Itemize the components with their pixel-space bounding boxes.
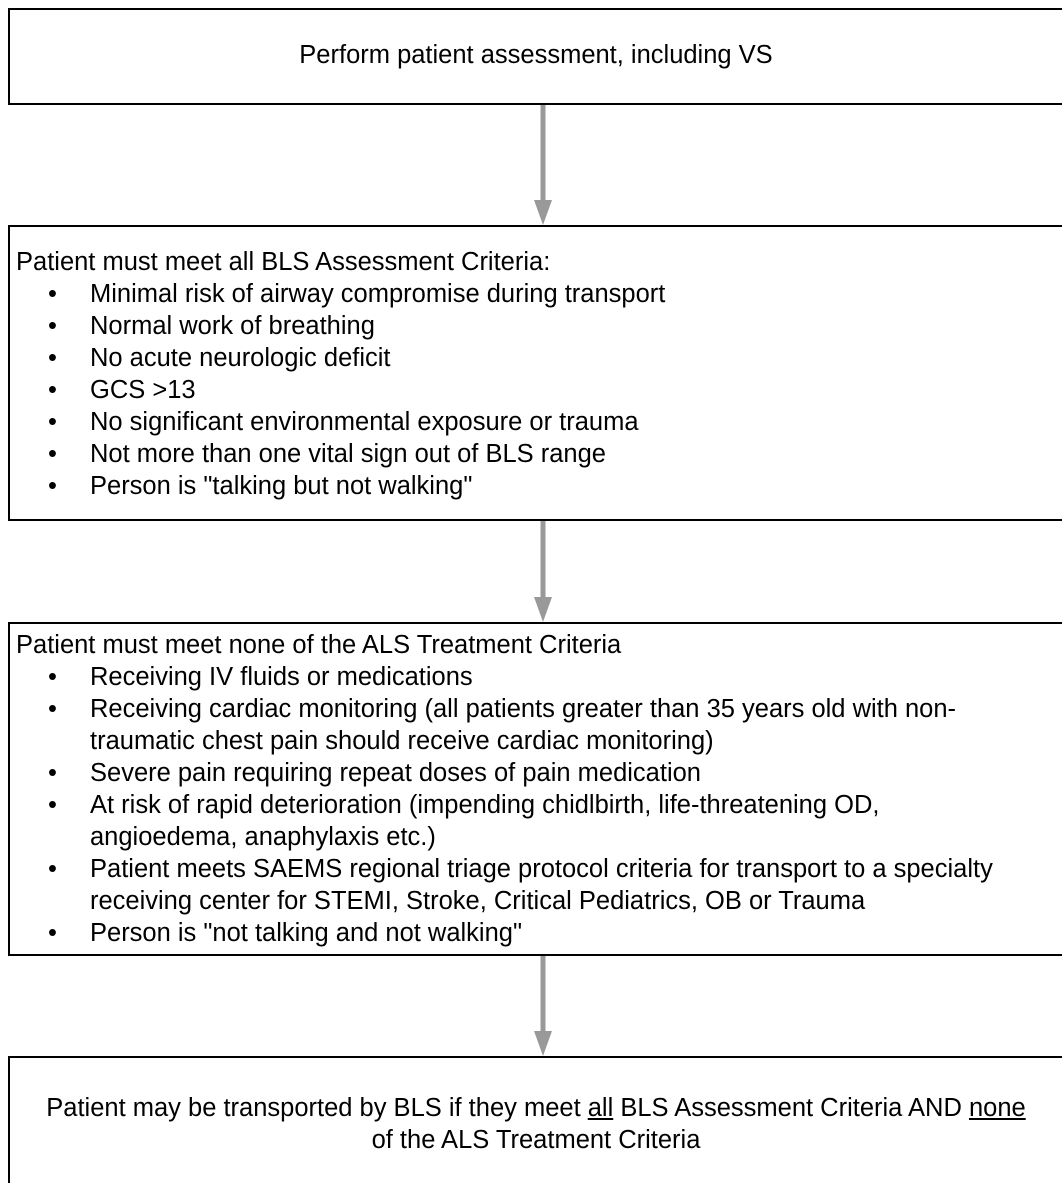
assessment-box: Perform patient assessment, including VS (8, 8, 1062, 105)
bullet: • (48, 919, 57, 947)
bls-criteria-item: • Person is "talking but not walking" (48, 472, 473, 500)
bullet: • (48, 855, 57, 883)
bls-criteria-item: • GCS >13 (48, 376, 196, 404)
bullet: • (48, 344, 57, 372)
bullet: • (48, 791, 57, 819)
bls-criteria-item: • No significant environmental exposure o… (48, 408, 639, 436)
bls-criteria-list: • Minimal risk of airway compromise durin… (10, 278, 990, 502)
bls-criteria-title: Patient must meet all BLS Assessment Cri… (16, 248, 551, 276)
bls-criteria-item: • Normal work of breathing (48, 312, 375, 340)
als-criteria-box: Patient must meet none of the ALS Treatm… (8, 622, 1062, 956)
emphasis-all: all (587, 1094, 614, 1122)
emphasis-none: none (968, 1094, 1026, 1122)
assessment-text: Perform patient assessment, including VS (299, 41, 773, 69)
als-criteria-item: • At risk of rapid deterioration (impendi… (48, 791, 880, 851)
transport-decision-box: Patient may be transported by BLS if the… (8, 1056, 1062, 1183)
bullet: • (48, 376, 57, 404)
als-criteria-item: • Severe pain requiring repeat doses of p… (48, 759, 701, 787)
bullet: • (48, 408, 57, 436)
als-criteria-item: • Receiving IV fluids or medications (48, 663, 473, 691)
bls-criteria-item: • Minimal risk of airway compromise durin… (48, 280, 666, 308)
bullet: • (48, 280, 57, 308)
transport-decision-text: Patient may be transported by BLS if the… (46, 1094, 1026, 1154)
als-criteria-title: Patient must meet none of the ALS Treatm… (16, 631, 622, 659)
bls-criteria-item: • No acute neurologic deficit (48, 344, 391, 372)
bls-criteria-box: Patient must meet all BLS Assessment Cri… (8, 225, 1062, 521)
bullet: • (48, 312, 57, 340)
als-criteria-list: • Receiving IV fluids or medications • Rec… (10, 661, 1060, 949)
bls-criteria-item: • Not more than one vital sign out of BLS… (48, 440, 606, 468)
bullet: • (48, 663, 57, 691)
arrow-down-2 (534, 521, 552, 622)
bullet: • (48, 695, 57, 723)
arrow-down-1 (534, 105, 552, 225)
bullet: • (48, 759, 57, 787)
arrow-down-3 (534, 956, 552, 1056)
als-criteria-item: • Receiving cardiac monitoring (all patie… (48, 695, 957, 755)
bullet: • (48, 440, 57, 468)
als-criteria-item: • Person is "not talking and not walking" (48, 919, 523, 947)
als-criteria-item: • Patient meets SAEMS regional triage pro… (48, 855, 993, 915)
bullet: • (48, 472, 57, 500)
